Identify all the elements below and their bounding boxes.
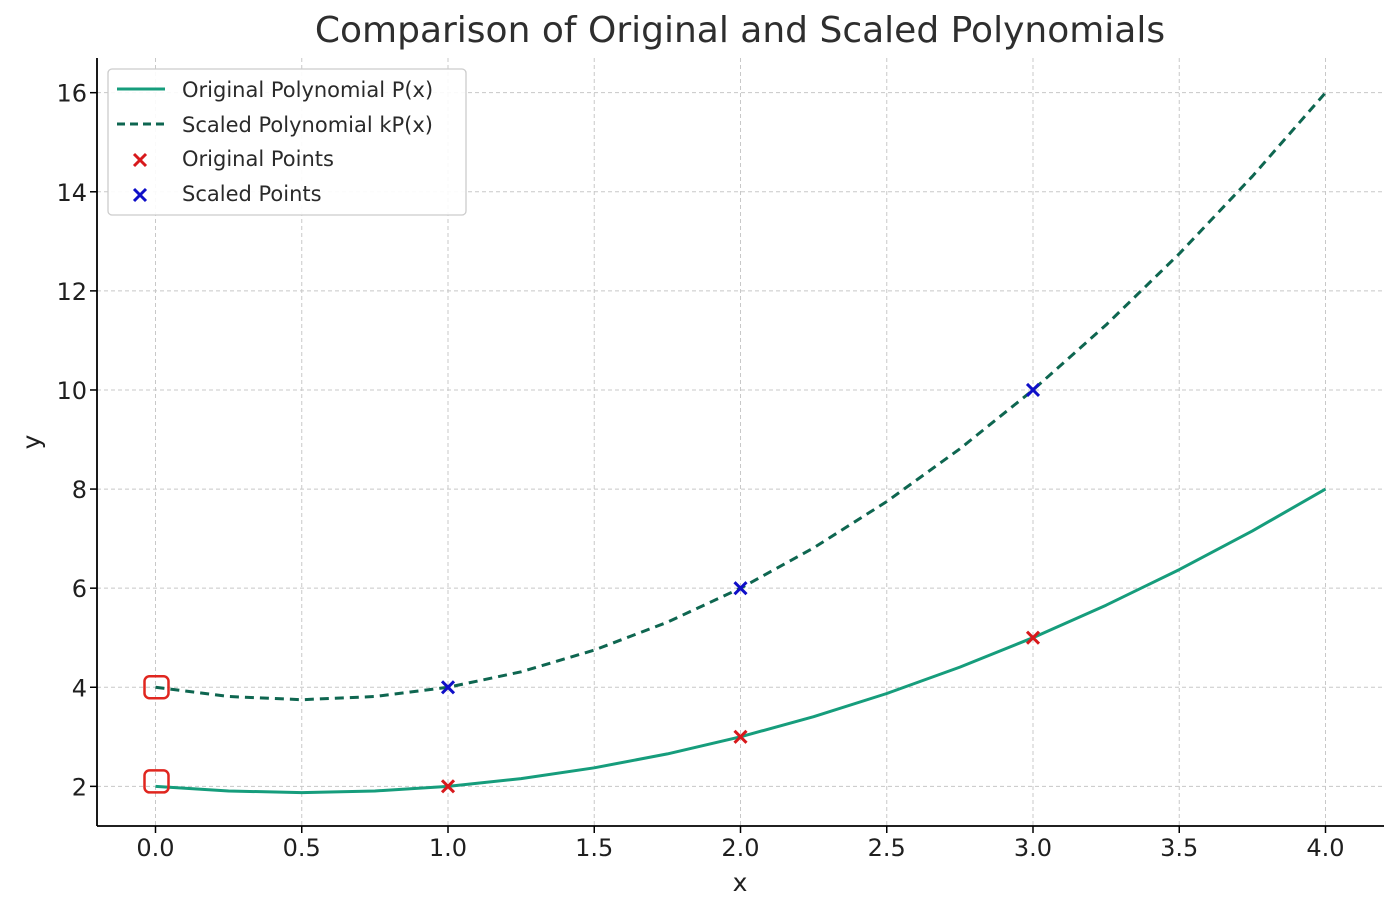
highlight-square-marker (143, 769, 170, 794)
x-tick-label: 1.0 (429, 834, 467, 862)
x-tick-label: 3.0 (1014, 834, 1052, 862)
chart-title: Comparison of Original and Scaled Polyno… (314, 10, 1166, 51)
scaled-point-marker (733, 581, 748, 596)
x-tick-label: 3.5 (1160, 834, 1198, 862)
scaled-point-marker (440, 680, 456, 695)
legend-swatch-original-points (132, 152, 148, 168)
legend-label-original-line: Original Polynomial P(x) (182, 78, 433, 102)
y-tick-label: 6 (72, 575, 87, 603)
x-axis-label: x (733, 868, 748, 897)
y-tick-label: 10 (56, 377, 87, 405)
y-tick-label: 12 (56, 278, 87, 306)
original-point-marker (1025, 630, 1041, 645)
point-markers (143, 675, 170, 794)
y-tick-label: 8 (72, 476, 87, 504)
legend: Original Polynomial P(x) Scaled Polynomi… (107, 68, 467, 216)
original-point-marker (733, 729, 748, 744)
series (155, 91, 1327, 795)
ticks: 0.0 0.5 1.0 1.5 2.0 2.5 3.0 3.5 4.0 2 4 6 8 10 12 14 16 (56, 80, 1344, 862)
legend-swatch-scaled-points (132, 187, 148, 203)
x-tick-label: 0.5 (283, 834, 321, 862)
legend-label-original-points: Original Points (182, 147, 334, 171)
original-point-marker (440, 779, 456, 794)
legend-frame (107, 68, 467, 216)
y-tick-label: 4 (72, 674, 87, 702)
legend-label-scaled-line: Scaled Polynomial kP(x) (182, 113, 433, 137)
x-tick-label: 4.0 (1306, 834, 1344, 862)
legend-label-scaled-points: Scaled Points (182, 182, 322, 206)
x-tick-label: 2.5 (868, 834, 906, 862)
x-tick-label: 0.0 (136, 834, 174, 862)
x-tick-label: 1.5 (575, 834, 613, 862)
highlight-square-marker (143, 675, 170, 700)
y-tick-label: 14 (56, 179, 87, 207)
y-tick-label: 16 (56, 80, 87, 108)
x-tick-label: 2.0 (721, 834, 759, 862)
scaled-point-marker (1025, 382, 1041, 398)
y-tick-label: 2 (72, 773, 87, 801)
y-axis-label: y (17, 434, 46, 449)
